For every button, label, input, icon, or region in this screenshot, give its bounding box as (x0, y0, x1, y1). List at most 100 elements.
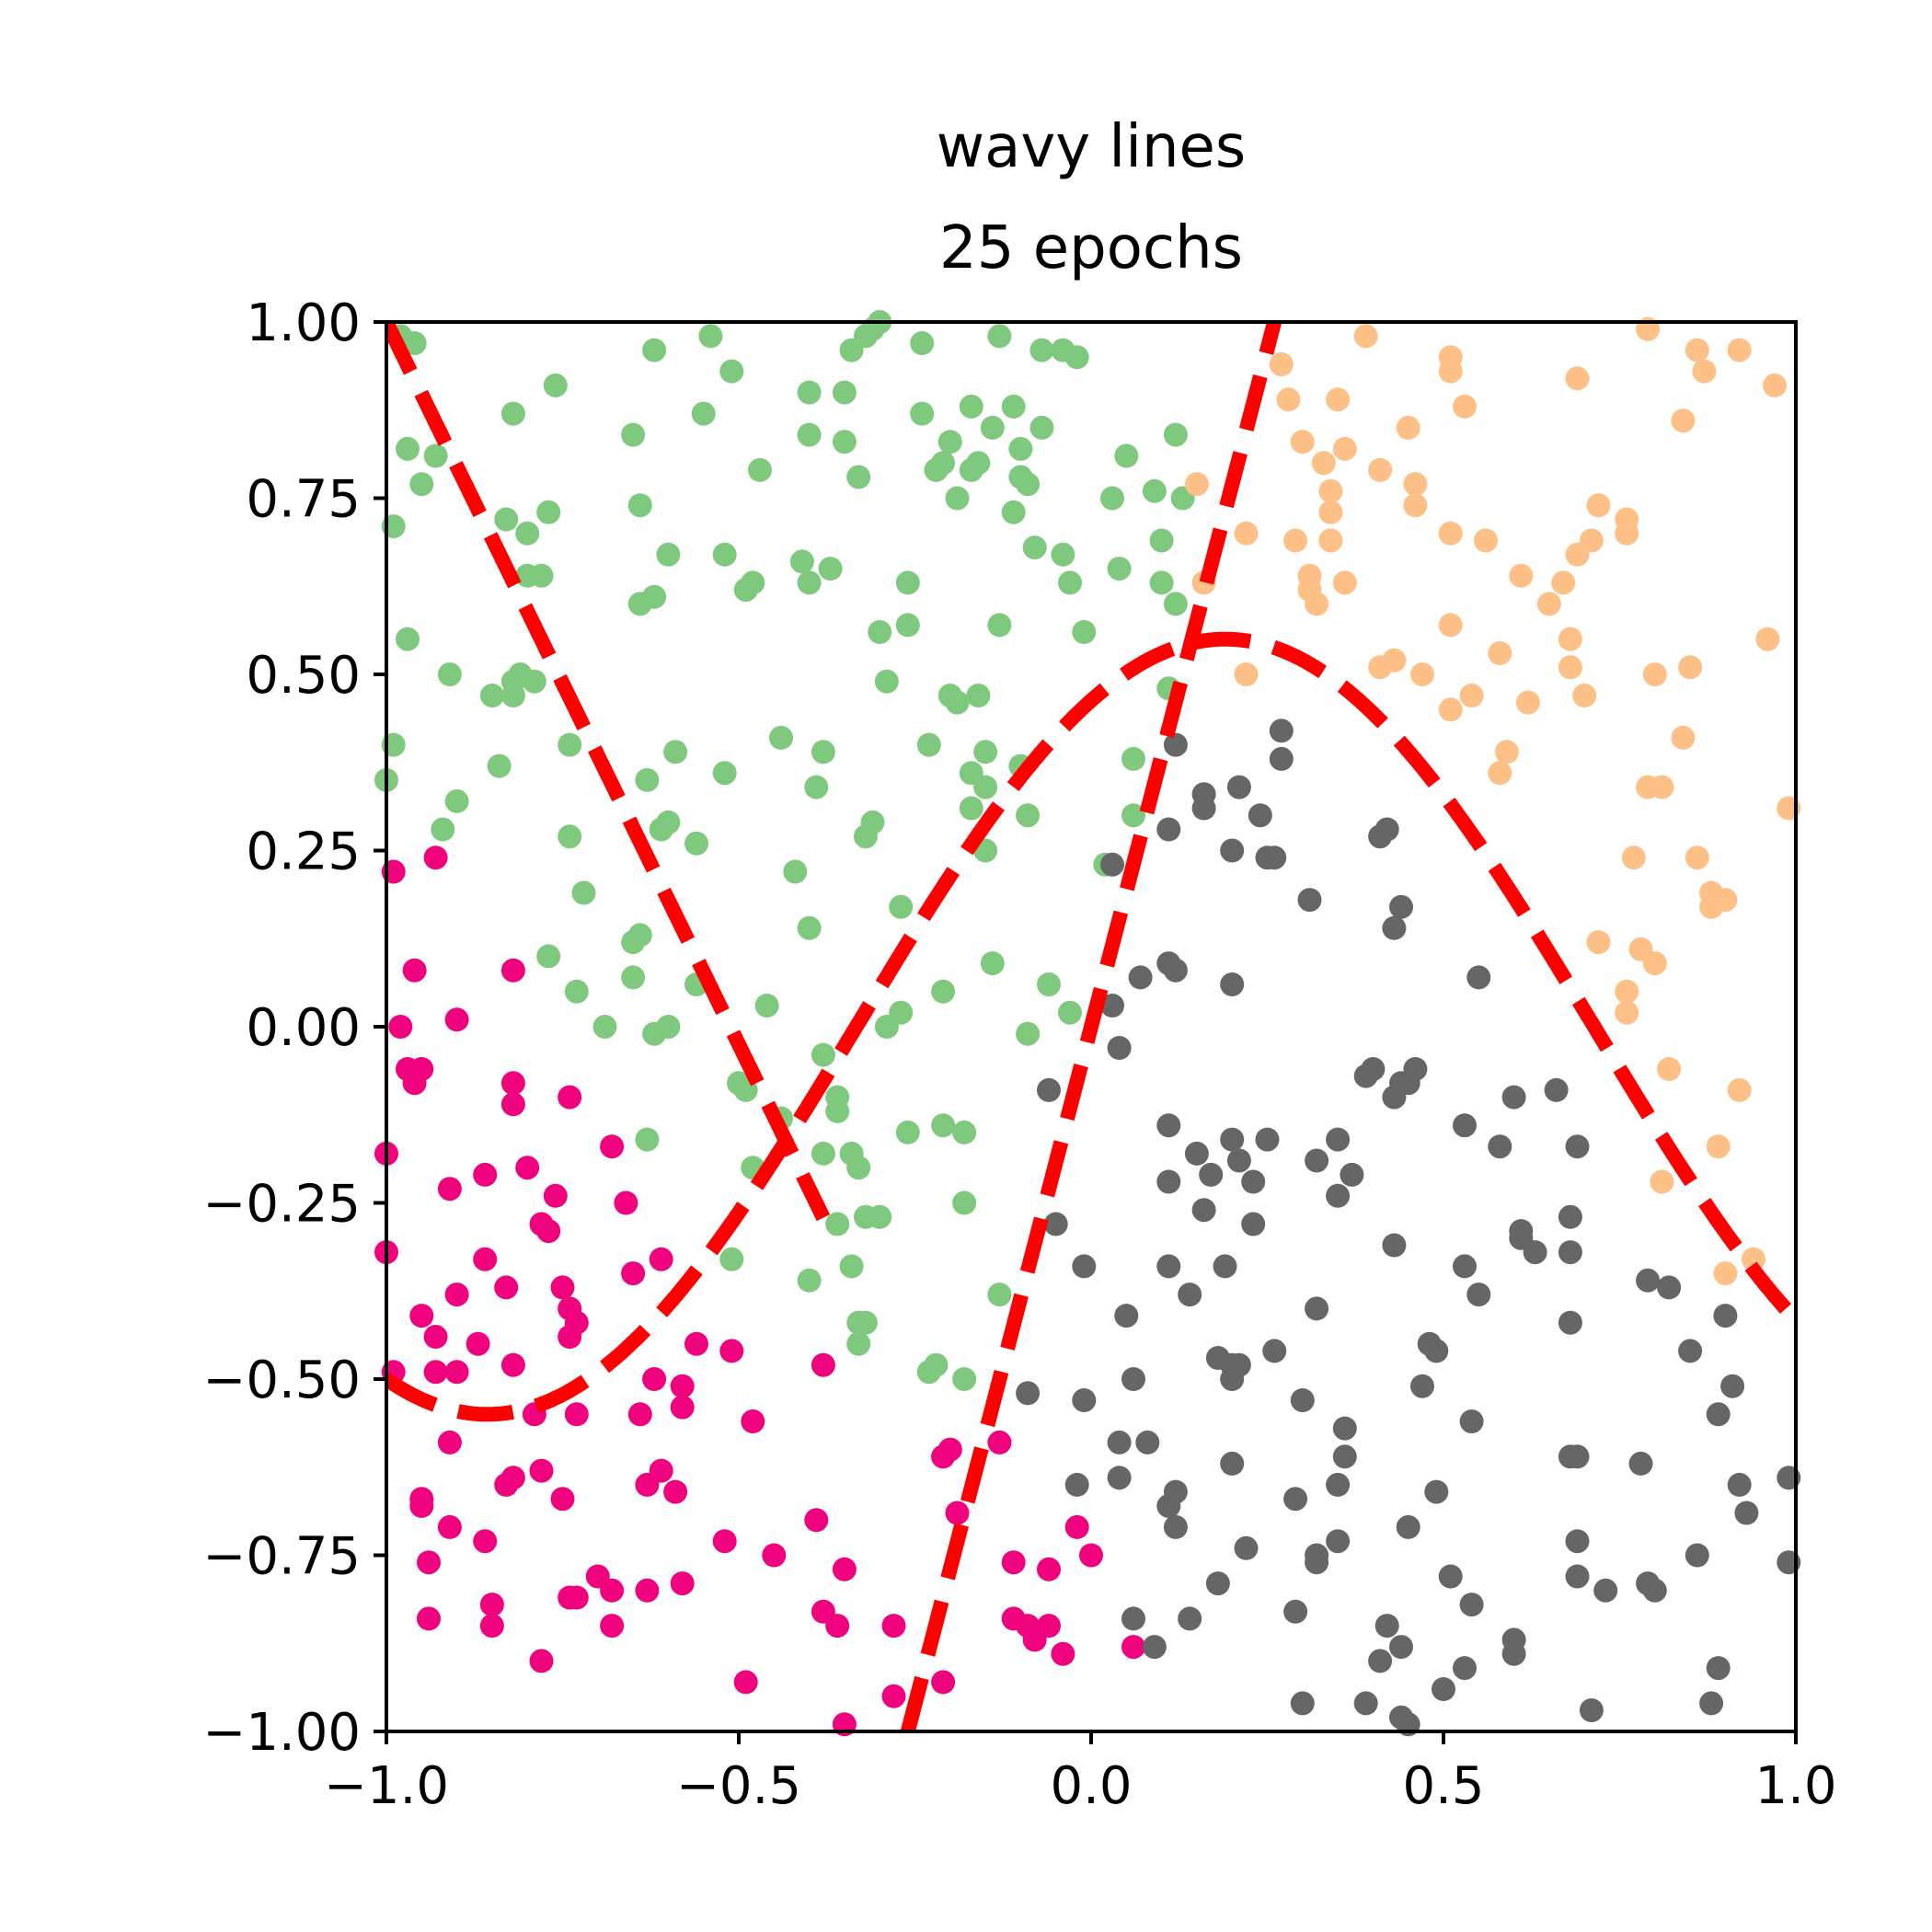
chart-title-line-2: 25 epochs (939, 214, 1243, 282)
scatter-point (1184, 1141, 1209, 1166)
scatter-point (797, 422, 822, 447)
scatter-point (804, 775, 829, 799)
scatter-point (818, 557, 843, 581)
y-axis: 1.00 0.75 0.50 0.25 0.00 −0.25 −0.50 −0.75 −1.00 (202, 293, 386, 1763)
scatter-point (1283, 528, 1308, 553)
scatter-point (959, 457, 983, 482)
scatter-point (1107, 1036, 1132, 1060)
scatter-point (396, 436, 420, 461)
scatter-point (1353, 324, 1378, 349)
scatter-point (1501, 1641, 1526, 1666)
scatter-point (1453, 1656, 1477, 1681)
scatter-points (374, 310, 1801, 1737)
scatter-point (1262, 845, 1287, 870)
scatter-point (1671, 408, 1696, 433)
scatter-point (564, 979, 589, 1004)
scatter-point (1332, 570, 1357, 595)
scatter-point (1332, 436, 1357, 461)
scatter-point (627, 923, 652, 948)
scatter-point (1269, 352, 1294, 376)
scatter-point (600, 1578, 625, 1603)
scatter-point (1199, 1162, 1224, 1187)
scatter-point (1311, 451, 1336, 476)
scatter-point (733, 1670, 758, 1695)
y-tick-label: 0.75 (246, 470, 361, 530)
scatter-point (479, 1614, 504, 1639)
scatter-point (529, 1458, 554, 1483)
scatter-point (1058, 1000, 1082, 1025)
scatter-point (1438, 697, 1463, 722)
scatter-point (670, 1395, 695, 1420)
scatter-point (1453, 394, 1477, 419)
scatter-point (1544, 1077, 1569, 1102)
scatter-point (1072, 1388, 1097, 1412)
scatter-point (1706, 1656, 1731, 1681)
scatter-point (1290, 430, 1315, 454)
scatter-point (1403, 472, 1428, 497)
scatter-point (811, 1352, 835, 1377)
scatter-point (1051, 1641, 1075, 1666)
scatter-point (550, 1275, 575, 1300)
scatter-point (1628, 1451, 1653, 1476)
scatter-point (444, 1360, 469, 1385)
scatter-point (614, 1190, 638, 1215)
scatter-point (670, 1374, 695, 1398)
scatter-point (797, 915, 822, 940)
scatter-point (1368, 457, 1393, 482)
scatter-point (663, 1479, 688, 1504)
scatter-point (529, 563, 554, 588)
scatter-point (1593, 1578, 1618, 1603)
scatter-point (423, 1360, 448, 1385)
scatter-point (1276, 387, 1301, 412)
scatter-point (966, 684, 991, 707)
scatter-point (522, 669, 546, 694)
scatter-point (910, 331, 935, 355)
scatter-point (500, 958, 525, 983)
scatter-point (1424, 1479, 1449, 1504)
scatter-point (1305, 1296, 1329, 1321)
scatter-point (1678, 1339, 1703, 1363)
scatter-point (1290, 1388, 1315, 1412)
scatter-point (1558, 627, 1582, 651)
scatter-point (1742, 1247, 1765, 1271)
y-tick-label: −1.00 (202, 1703, 361, 1763)
scatter-point (1727, 1077, 1752, 1102)
scatter-point (931, 451, 956, 476)
scatter-point (987, 1430, 1012, 1455)
scatter-point (1579, 528, 1604, 553)
scatter-point (719, 1339, 744, 1363)
scatter-point (1121, 803, 1145, 828)
scatter-point (1657, 1057, 1682, 1081)
scatter-point (1037, 1557, 1061, 1581)
scatter-point (987, 613, 1012, 638)
scatter-point (1374, 817, 1399, 842)
scatter-point (937, 430, 962, 454)
scatter-point (1692, 359, 1717, 384)
scatter-point (980, 415, 1005, 440)
scatter-point (1037, 972, 1061, 996)
scatter-point (1636, 1268, 1661, 1293)
scatter-point (1685, 1543, 1709, 1568)
scatter-point (1156, 1169, 1181, 1194)
scatter-point (1100, 852, 1124, 877)
boundary-steep-line (901, 322, 1282, 1731)
scatter-point (515, 521, 540, 546)
scatter-point (649, 817, 673, 842)
scatter-point (1064, 1514, 1089, 1539)
scatter-point (684, 831, 708, 856)
scatter-point (564, 1585, 589, 1610)
scatter-point (881, 1614, 906, 1639)
scatter-point (881, 1684, 906, 1708)
y-tick-label: 1.00 (246, 293, 361, 353)
scatter-point (1072, 1254, 1097, 1279)
scatter-point (1494, 740, 1519, 765)
scatter-point (1558, 1204, 1582, 1229)
scatter-point (1305, 1550, 1329, 1575)
scatter-point (1501, 1085, 1526, 1110)
scatter-point (1727, 338, 1752, 362)
scatter-point (1283, 1599, 1308, 1624)
scatter-point (642, 338, 667, 362)
scatter-point (754, 994, 779, 1018)
scatter-point (1332, 1444, 1357, 1469)
scatter-point (1079, 1543, 1103, 1568)
